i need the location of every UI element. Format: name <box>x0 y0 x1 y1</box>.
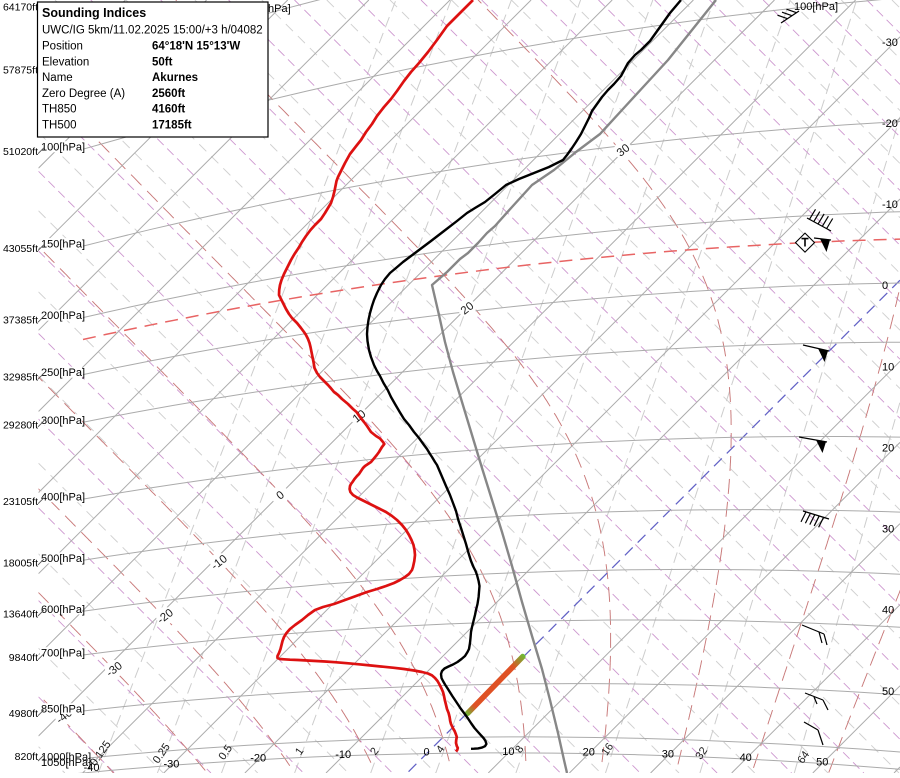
svg-text:43055ft: 43055ft <box>3 243 38 255</box>
svg-text:500[hPa]: 500[hPa] <box>41 553 85 565</box>
svg-text:50: 50 <box>816 757 828 769</box>
svg-text:2: 2 <box>368 746 381 758</box>
svg-text:50ft: 50ft <box>152 56 173 68</box>
svg-text:Zero Degree (A): Zero Degree (A) <box>42 88 125 100</box>
svg-text:20: 20 <box>882 442 894 454</box>
svg-text:150[hPa]: 150[hPa] <box>41 239 85 251</box>
svg-text:-20: -20 <box>250 753 266 765</box>
svg-text:Akurnes: Akurnes <box>152 72 198 84</box>
svg-text:4160ft: 4160ft <box>152 104 185 116</box>
svg-text:TH850: TH850 <box>42 104 77 116</box>
svg-text:30: 30 <box>882 524 894 536</box>
svg-text:-30: -30 <box>163 758 179 770</box>
svg-text:30: 30 <box>662 749 674 761</box>
svg-text:850[hPa]: 850[hPa] <box>41 704 85 716</box>
svg-text:Elevation: Elevation <box>42 56 89 68</box>
svg-text:600[hPa]: 600[hPa] <box>41 604 85 616</box>
svg-text:Position: Position <box>42 41 83 53</box>
svg-text:1050[hPa]: 1050[hPa] <box>41 757 91 769</box>
svg-text:0: 0 <box>424 747 430 759</box>
svg-text:10: 10 <box>882 361 894 373</box>
svg-text:37385ft: 37385ft <box>3 315 38 327</box>
svg-text:18005ft: 18005ft <box>3 557 38 569</box>
svg-text:300[hPa]: 300[hPa] <box>41 415 85 427</box>
svg-text:700[hPa]: 700[hPa] <box>41 648 85 660</box>
svg-text:40: 40 <box>882 605 894 617</box>
svg-text:20: 20 <box>583 747 595 759</box>
svg-text:200[hPa]: 200[hPa] <box>41 310 85 322</box>
svg-text:Sounding Indices: Sounding Indices <box>42 6 146 20</box>
svg-text:9840ft: 9840ft <box>9 652 38 664</box>
svg-text:50: 50 <box>882 686 894 698</box>
svg-text:1: 1 <box>293 746 306 758</box>
svg-text:64170ft: 64170ft <box>3 2 38 14</box>
svg-text:-20: -20 <box>882 118 898 130</box>
svg-text:-10: -10 <box>882 199 898 211</box>
svg-text:32: 32 <box>693 745 710 762</box>
svg-text:250[hPa]: 250[hPa] <box>41 367 85 379</box>
svg-text:8: 8 <box>513 744 526 756</box>
svg-text:400[hPa]: 400[hPa] <box>41 492 85 504</box>
svg-text:-10: -10 <box>335 749 351 761</box>
svg-text:UWC/IG 5km/11.02.2025 15:00/+3: UWC/IG 5km/11.02.2025 15:00/+3 h/04082 <box>42 25 263 37</box>
svg-text:Name: Name <box>42 72 73 84</box>
svg-text:51020ft: 51020ft <box>3 146 38 158</box>
svg-text:4: 4 <box>434 744 447 756</box>
svg-text:-40: -40 <box>84 762 100 773</box>
svg-text:57875ft: 57875ft <box>3 65 38 77</box>
svg-text:[hPa]: [hPa] <box>265 3 291 15</box>
svg-text:17185ft: 17185ft <box>152 120 192 132</box>
svg-text:10: 10 <box>502 746 514 758</box>
svg-text:1000[hPa]: 1000[hPa] <box>41 751 91 763</box>
svg-text:23105ft: 23105ft <box>3 496 38 508</box>
svg-text:40: 40 <box>740 752 752 764</box>
svg-text:2560ft: 2560ft <box>152 88 185 100</box>
svg-text:100[hPa]: 100[hPa] <box>41 142 85 154</box>
svg-text:-30: -30 <box>882 37 898 49</box>
svg-text:TH500: TH500 <box>42 120 77 132</box>
svg-text:0: 0 <box>882 280 888 292</box>
svg-text:29280ft: 29280ft <box>3 419 38 431</box>
svg-text:13640ft: 13640ft <box>3 608 38 620</box>
svg-text:16: 16 <box>599 741 616 758</box>
svg-text:100[hPa]: 100[hPa] <box>794 1 838 13</box>
svg-text:64: 64 <box>795 749 812 766</box>
svg-text:820ft: 820ft <box>15 751 38 763</box>
svg-text:32985ft: 32985ft <box>3 372 38 384</box>
svg-text:64°18'N 15°13'W: 64°18'N 15°13'W <box>152 41 240 53</box>
svg-text:4980ft: 4980ft <box>9 708 38 720</box>
